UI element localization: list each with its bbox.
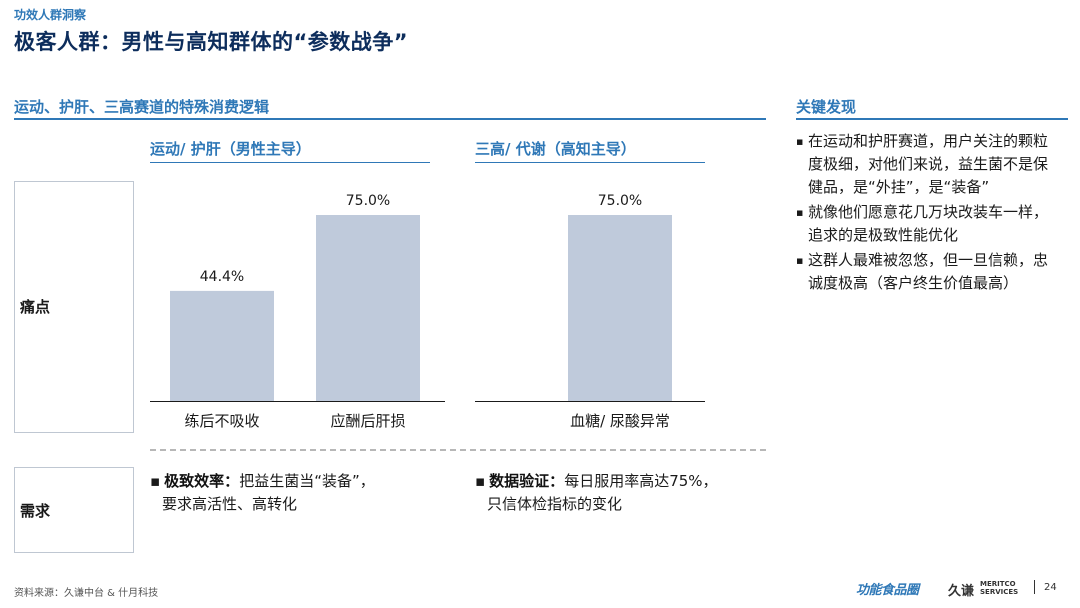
row-label-pain-point: 痛点 [20,298,51,316]
page-title: 极客人群：男性与高知群体的“参数战争” [14,30,409,54]
need-efficiency-text: 把益生菌当“装备”， [239,472,375,490]
eyebrow-label: 功效人群洞察 [14,8,87,22]
need-data-validation: ▪ 数据验证：每日服用率高达75%， 只信体检指标的变化 [475,470,718,516]
need-efficiency: ▪ 极致效率：把益生菌当“装备”， 要求高活性、高转化 [150,470,375,516]
brand-logo-functional-food: 功能食品圈 [856,583,919,598]
section-divider [796,118,1068,120]
need-data-line2: 只信体检指标的变化 [487,495,623,513]
category-label-0: 练后不吸收 [184,412,259,430]
need-efficiency-line2: 要求高活性、高转化 [162,495,298,513]
bullet-icon: ▪ [475,472,486,490]
brand-en-line-1: MERITCO [980,580,1016,588]
section-title-key-findings: 关键发现 [796,98,857,116]
data-label-0: 44.4% [200,269,244,285]
page-number: 24 [1044,582,1057,593]
need-data-text: 每日服用率高达75%， [564,472,718,490]
section-divider [14,118,766,120]
bar-1 [316,215,420,401]
group-divider [475,162,705,163]
bar-0 [170,290,274,401]
finding-item: 在运动和护肝赛道，用户关注的颗粒度极细，对他们来说，益生菌不是保健品，是“外挂”… [796,130,1062,199]
bullet-icon: ▪ [150,472,161,490]
data-label-1: 75.0% [346,193,390,209]
section-title-consumption-logic: 运动、护肝、三高赛道的特殊消费逻辑 [14,98,270,116]
key-findings-list: 在运动和护肝赛道，用户关注的颗粒度极细，对他们来说，益生菌不是保健品，是“外挂”… [796,130,1062,297]
finding-item: 就像他们愿意花几万块改装车一样，追求的是极致性能优化 [796,201,1062,247]
bar-2 [568,215,672,401]
finding-item: 这群人最难被忽悠，但一旦信赖，忠诚度极高（客户终生价值最高） [796,249,1062,295]
footer-divider [1034,580,1035,594]
data-label-2: 75.0% [598,193,642,209]
brand-en-line-2: SERVICES [980,588,1019,596]
group-title-sport-liver: 运动/ 护肝（男性主导） [150,140,311,158]
category-label-2: 血糖/ 尿酸异常 [570,412,670,430]
group-divider [150,162,430,163]
need-data-bold: 数据验证： [489,472,565,490]
footer-source: 资料来源：久谦中台 & 什月科技 [14,588,159,599]
need-efficiency-bold: 极致效率： [164,472,240,490]
brand-logo-meritco-en: MERITCO SERVICES [980,580,1018,596]
dashed-separator [150,449,766,451]
row-box-pain-point [14,181,134,433]
category-label-1: 应酬后肝损 [330,412,405,430]
row-box-demand [14,467,134,553]
group-title-metabolism: 三高/ 代谢（高知主导） [475,140,636,158]
brand-logo-meritco: 久谦 [948,584,975,599]
row-label-demand: 需求 [20,502,51,520]
